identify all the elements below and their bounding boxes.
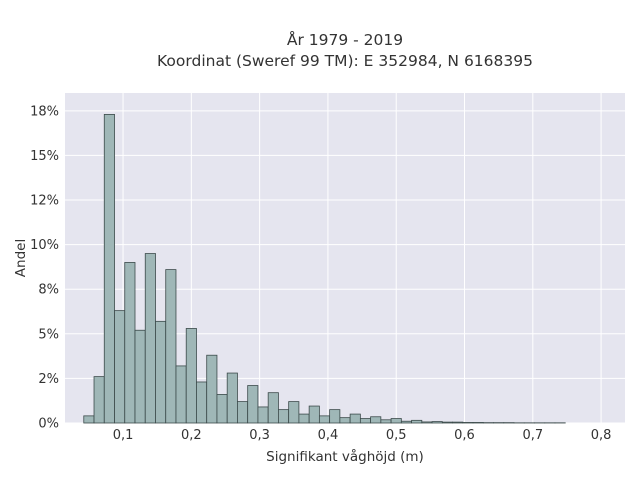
histogram-bar xyxy=(298,413,310,424)
histogram-bar xyxy=(329,409,341,424)
x-axis-ticks: 0,1 0,2 0,3 0,4 0,5 0,6 0,7 0,8 xyxy=(113,428,612,443)
histogram-bar xyxy=(103,114,115,424)
y-axis-label: Andel xyxy=(13,239,29,277)
x-tick-label: 0,8 xyxy=(591,428,612,443)
histogram-bar xyxy=(144,253,156,424)
histogram-bar xyxy=(196,381,208,424)
histogram-bar xyxy=(175,365,187,424)
bars xyxy=(83,114,566,424)
histogram-bar xyxy=(247,385,259,424)
histogram-bar xyxy=(155,320,167,424)
chart-title: År 1979 - 2019 xyxy=(287,30,403,49)
y-tick-label: 10% xyxy=(30,238,59,253)
histogram-bar xyxy=(308,405,320,424)
histogram-bar xyxy=(370,416,382,424)
histogram-bar xyxy=(278,409,290,424)
histogram-bar xyxy=(349,413,361,424)
histogram-bar xyxy=(257,406,269,424)
histogram-bar xyxy=(206,354,218,424)
histogram-bar xyxy=(124,262,136,424)
chart-subtitle: Koordinat (Sweref 99 TM): E 352984, N 61… xyxy=(157,52,533,70)
histogram-bar xyxy=(472,422,484,424)
x-tick-label: 0,2 xyxy=(181,428,202,443)
histogram-bar xyxy=(237,401,249,424)
y-axis-ticks: 0% 2% 5% 8% 10% 12% 15% 18% xyxy=(30,104,59,431)
x-tick-label: 0,4 xyxy=(318,428,339,443)
x-tick-label: 0,3 xyxy=(249,428,270,443)
x-tick-label: 0,5 xyxy=(386,428,407,443)
histogram-bar xyxy=(421,421,433,424)
y-tick-label: 2% xyxy=(38,372,59,387)
y-tick-label: 8% xyxy=(38,283,59,298)
histogram-bar xyxy=(226,372,238,424)
histogram-bar xyxy=(114,310,126,424)
histogram-bar xyxy=(359,418,372,424)
histogram-bar xyxy=(134,329,146,424)
histogram-bar xyxy=(93,376,105,424)
histogram-bar xyxy=(441,421,453,424)
histogram-bar xyxy=(267,392,279,424)
x-axis-label: Signifikant våghöjd (m) xyxy=(266,448,424,465)
y-tick-label: 0% xyxy=(38,417,59,432)
histogram-bar xyxy=(216,394,228,424)
histogram-bar xyxy=(411,419,423,424)
histogram-bar xyxy=(452,421,464,424)
histogram-bar xyxy=(400,420,412,424)
x-tick-label: 0,7 xyxy=(522,428,543,443)
x-tick-label: 0,1 xyxy=(113,428,134,443)
y-tick-label: 12% xyxy=(30,194,59,209)
histogram-bar xyxy=(318,415,331,424)
histogram-bar xyxy=(431,421,443,424)
y-tick-label: 15% xyxy=(30,149,59,164)
histogram-bar xyxy=(83,415,95,424)
histogram-bar xyxy=(339,417,351,424)
histogram-bar xyxy=(165,269,177,424)
histogram-bar xyxy=(390,418,402,424)
y-tick-label: 5% xyxy=(38,327,59,342)
histogram-bar xyxy=(380,419,392,424)
histogram-bar xyxy=(462,422,474,424)
histogram-bar xyxy=(288,401,300,424)
histogram-bar xyxy=(185,328,197,424)
y-tick-label: 18% xyxy=(30,104,59,119)
x-tick-label: 0,6 xyxy=(454,428,475,443)
